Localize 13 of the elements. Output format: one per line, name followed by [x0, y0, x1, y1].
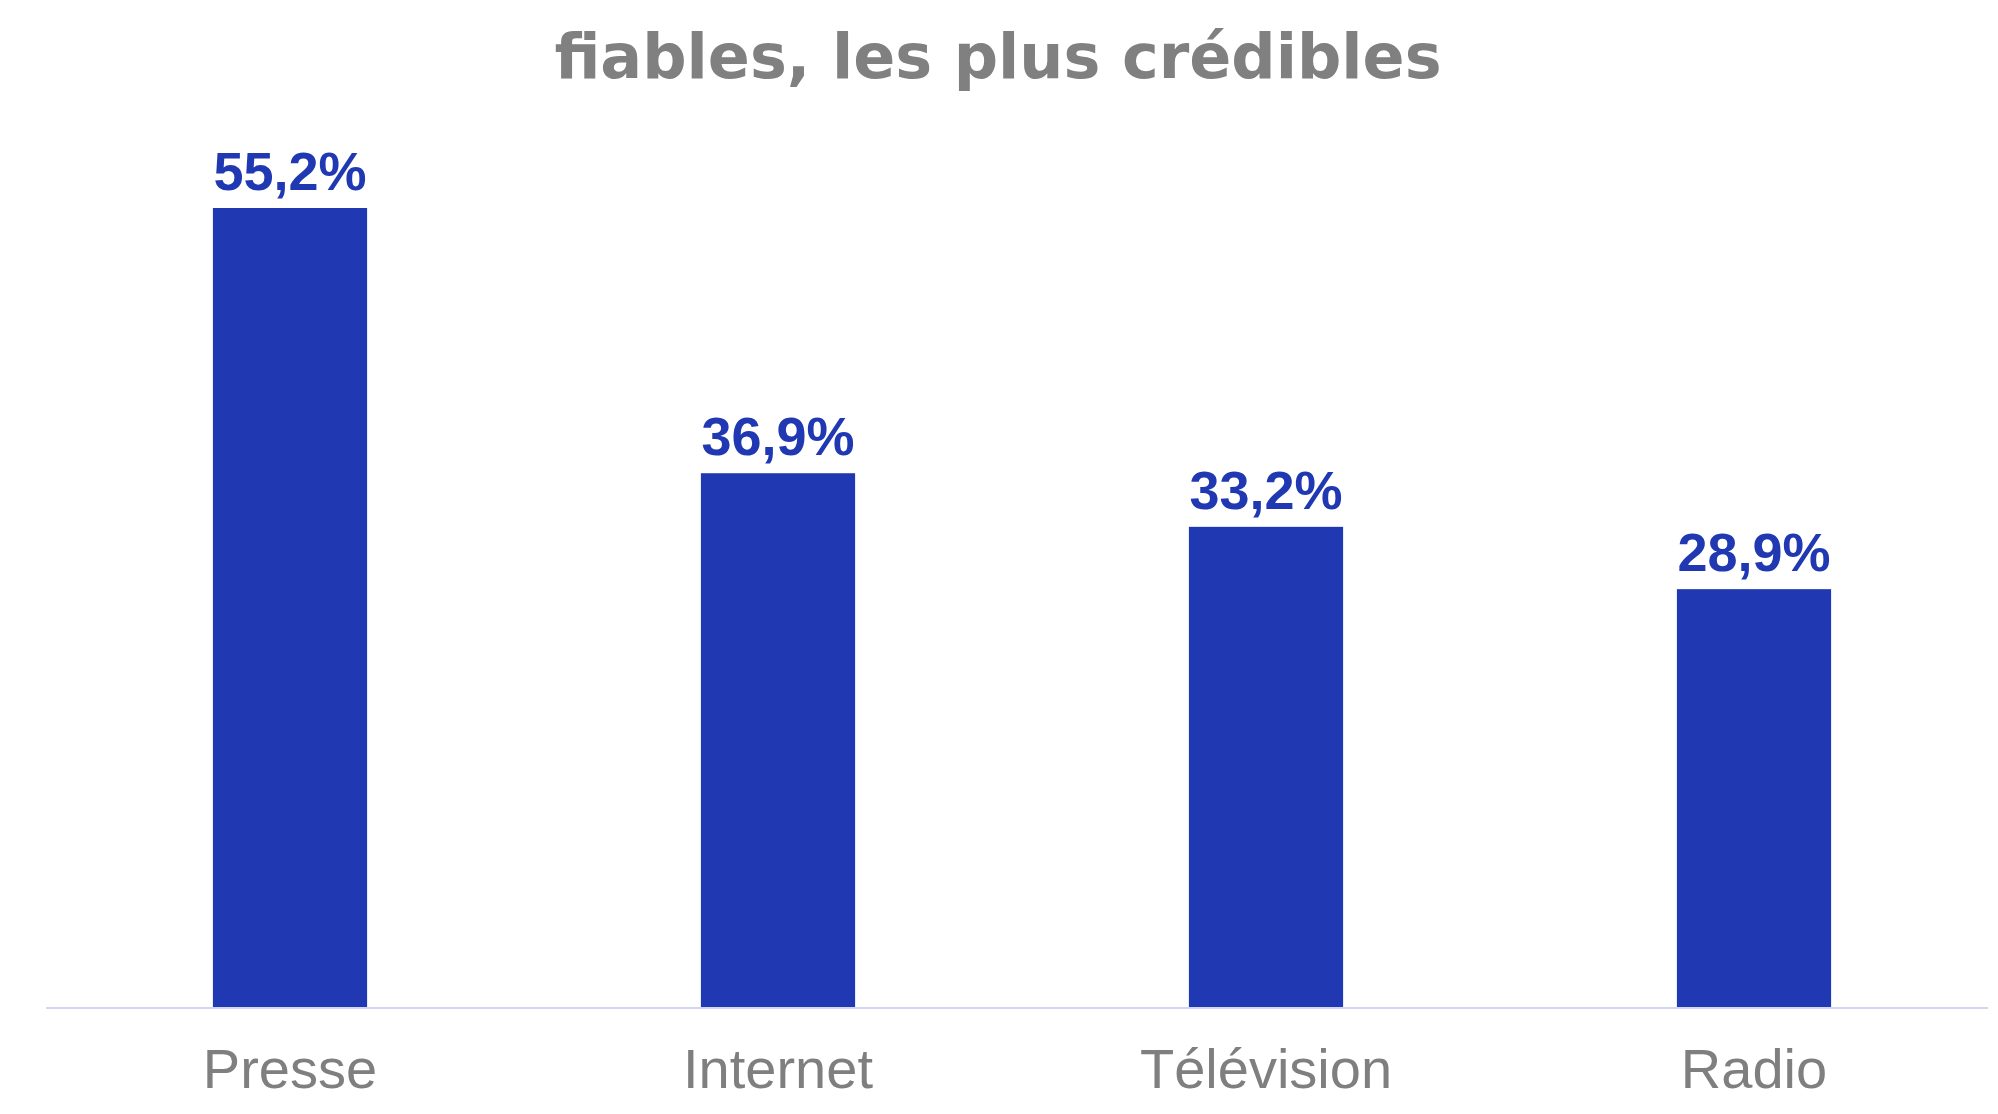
data-label: 28,9% — [1677, 522, 1831, 583]
x-tick-label: Télévision — [1139, 1037, 1393, 1100]
x-tick-label: Radio — [1680, 1037, 1828, 1100]
data-label: 55,2% — [213, 141, 367, 201]
x-tick-label: Presse — [202, 1037, 378, 1100]
bar — [1188, 526, 1344, 1008]
data-label: 36,9% — [701, 406, 855, 467]
bar — [212, 208, 368, 1008]
x-tick-label: Internet — [683, 1037, 874, 1100]
data-label: 33,2% — [1189, 459, 1343, 520]
bar — [700, 473, 856, 1008]
bar — [1676, 589, 1832, 1008]
chart-title: fiables, les plus crédibles — [554, 20, 1442, 93]
